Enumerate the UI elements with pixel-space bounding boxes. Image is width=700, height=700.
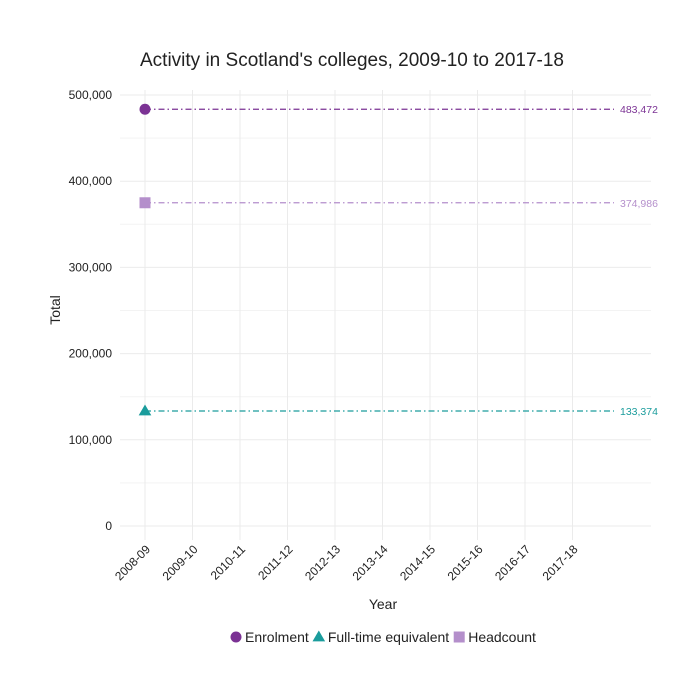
y-tick-label: 500,000	[69, 88, 113, 102]
y-tick-labels: 0 100,000 200,000 300,000 400,000 500,000	[69, 88, 113, 533]
data-labels: 483,472 133,374 374,986	[620, 104, 658, 418]
x-tick-label: 2015-16	[445, 542, 486, 583]
y-tick-label: 0	[105, 519, 112, 533]
data-point-circle	[139, 103, 151, 115]
y-tick-label: 400,000	[69, 174, 113, 188]
y-tick-label: 200,000	[69, 347, 113, 361]
legend-key-circle	[230, 631, 242, 643]
markers	[138, 103, 152, 416]
x-tick-label: 2011-12	[255, 542, 296, 583]
data-label: 374,986	[620, 198, 658, 210]
grid	[120, 90, 651, 540]
data-point-square	[139, 197, 151, 209]
x-tick-label: 2008-09	[112, 542, 153, 583]
y-tick-label: 300,000	[69, 260, 113, 274]
legend-label: Headcount	[468, 629, 536, 645]
chart-title: Activity in Scotland's colleges, 2009-10…	[140, 50, 564, 71]
x-tick-label: 2013-14	[350, 542, 391, 583]
x-tick-labels: 2008-09 2009-10 2010-11 2011-12 2012-13 2013-…	[112, 542, 581, 583]
x-tick-label: 2012-13	[302, 542, 343, 583]
x-tick-label: 2009-10	[160, 542, 201, 583]
x-axis-title: Year	[369, 596, 398, 612]
legend-key-triangle	[312, 630, 326, 642]
x-tick-label: 2010-11	[208, 542, 249, 583]
x-tick-label: 2017-18	[540, 542, 581, 583]
legend-key-square	[453, 631, 465, 643]
data-point-triangle	[138, 404, 152, 416]
legend: Enrolment Full-time equivalent Headcount	[230, 629, 536, 645]
y-tick-label: 100,000	[69, 433, 113, 447]
legend-label: Full-time equivalent	[328, 629, 449, 645]
data-label: 483,472	[620, 104, 658, 116]
x-tick-label: 2016-17	[492, 542, 533, 583]
x-tick-label: 2014-15	[397, 542, 438, 583]
legend-label: Enrolment	[245, 629, 309, 645]
data-label: 133,374	[620, 406, 658, 418]
reference-lines	[145, 108, 614, 412]
y-axis-title: Total	[47, 295, 63, 325]
